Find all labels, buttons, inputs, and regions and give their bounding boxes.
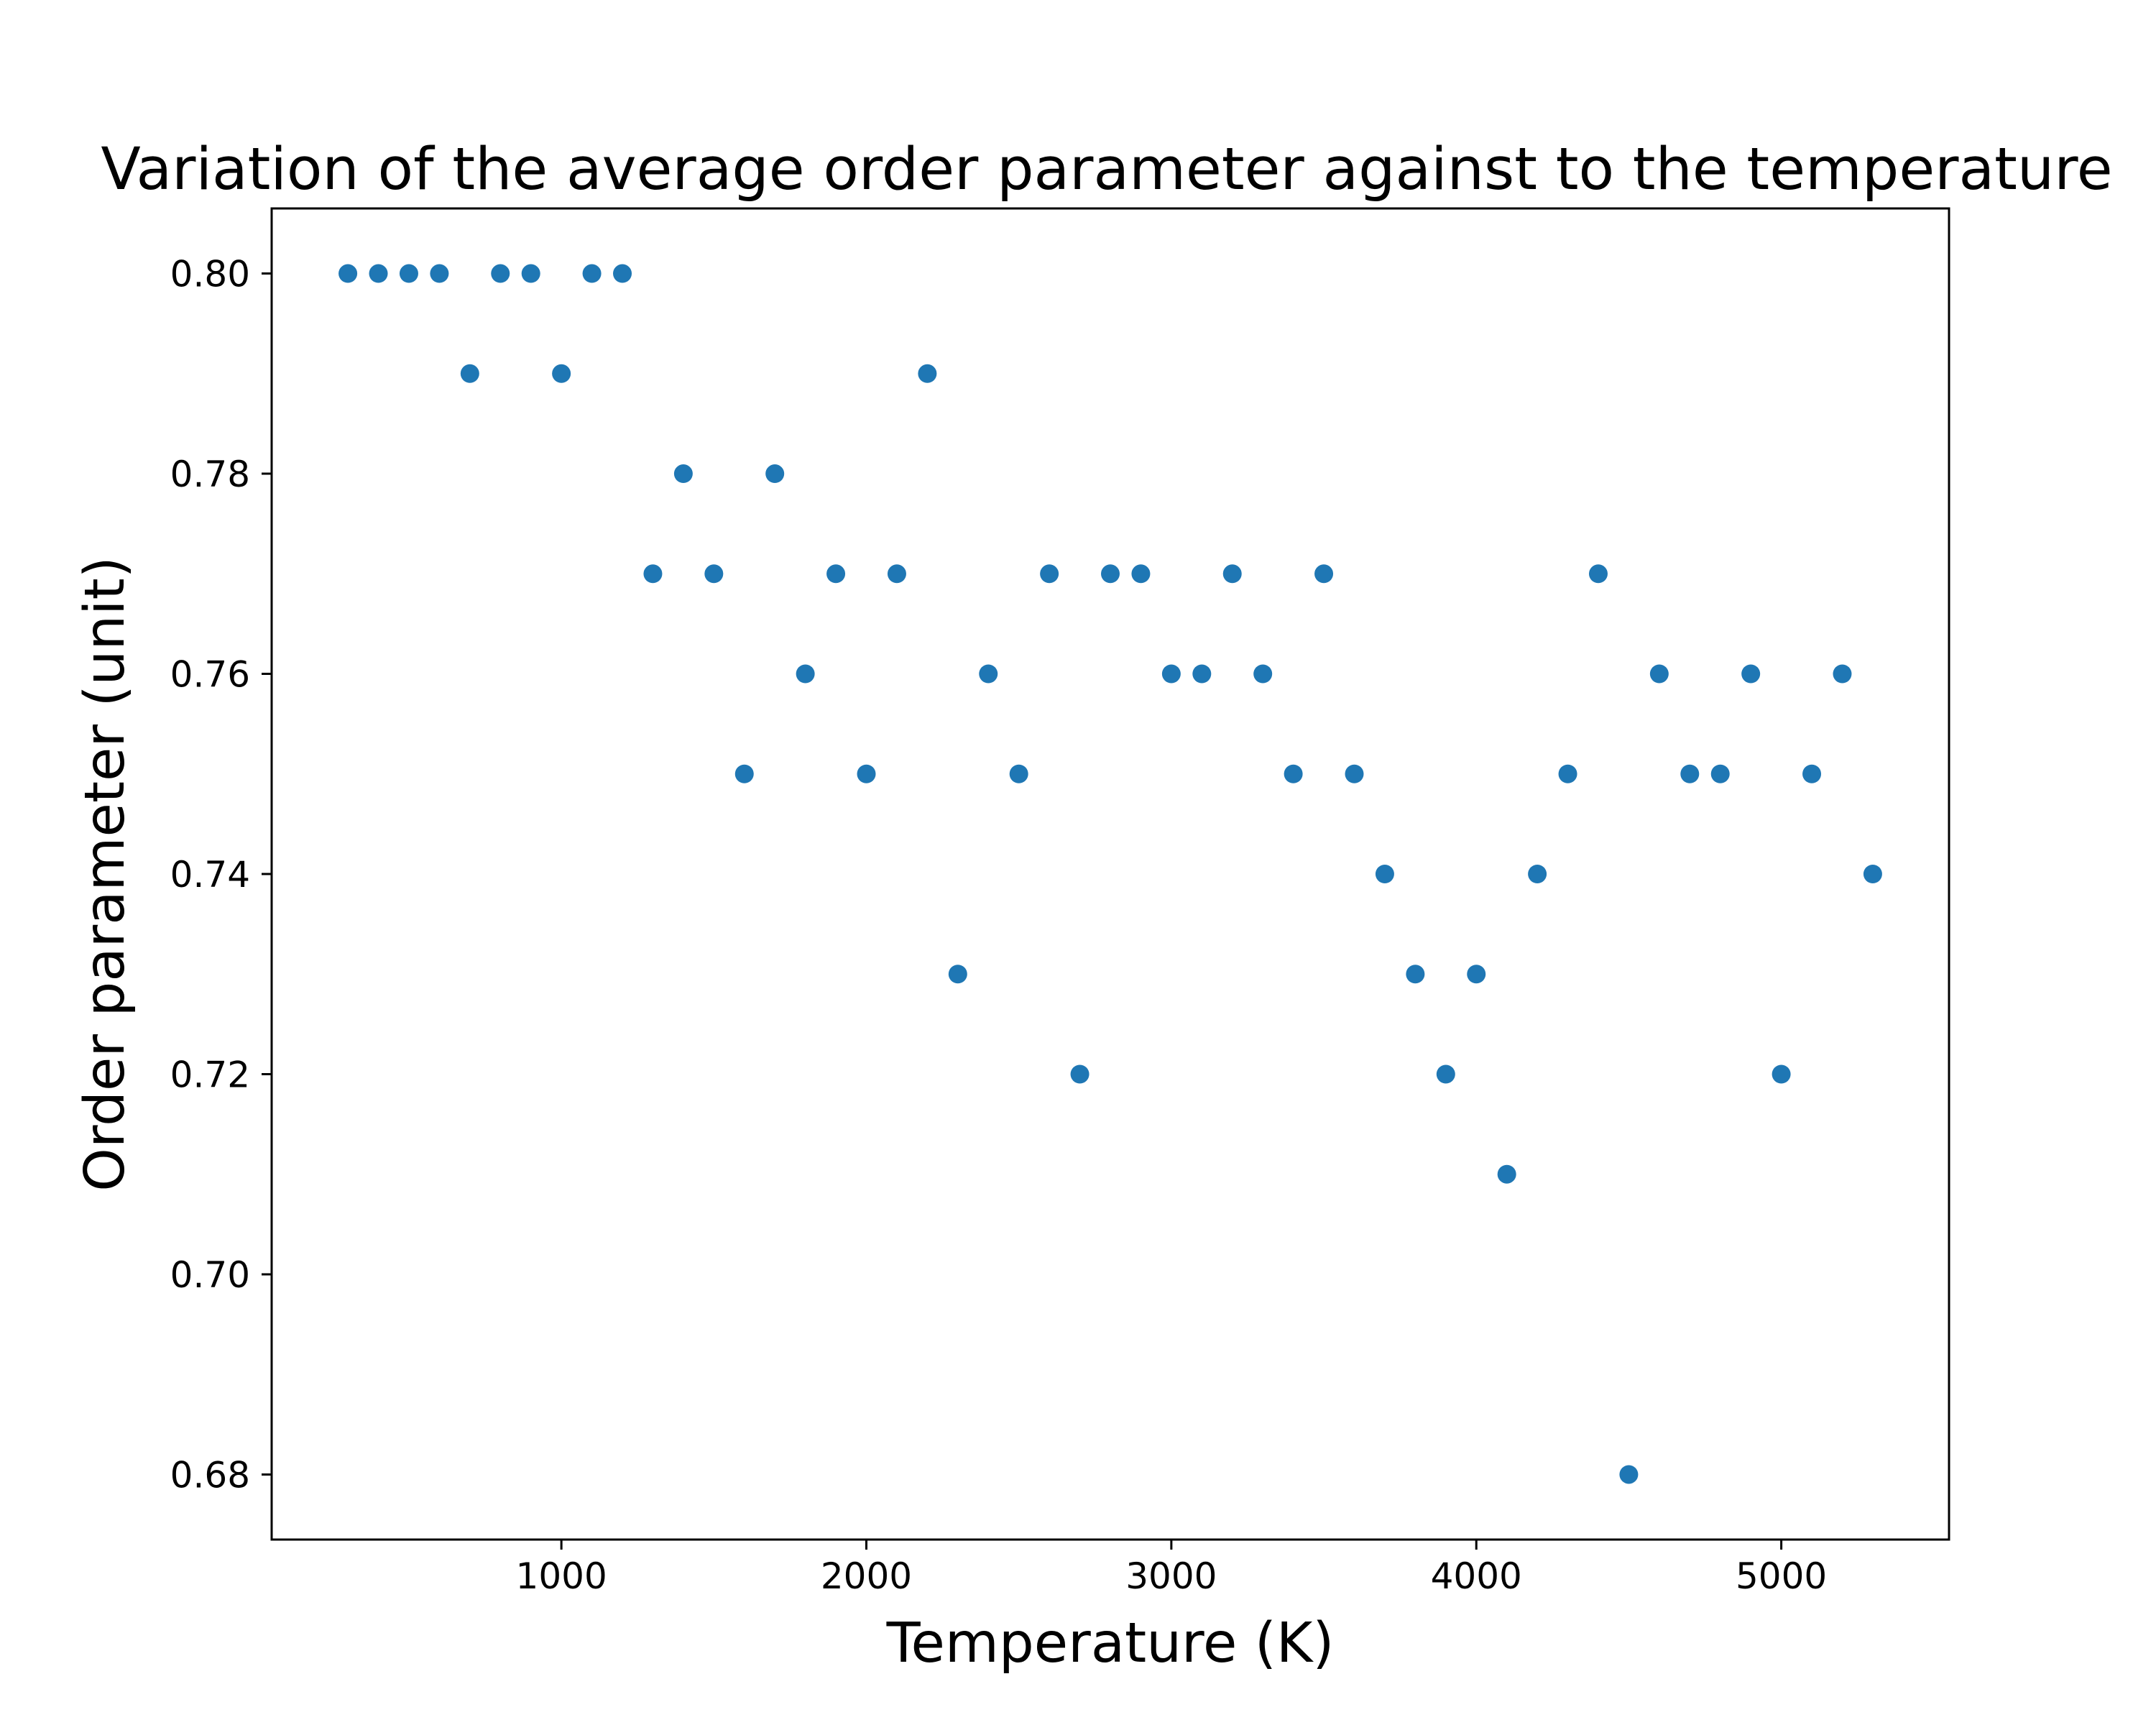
data-point [1680,764,1700,783]
data-point [1192,664,1212,684]
data-point [1131,564,1151,584]
data-point [1528,865,1547,883]
y-tick-label: 0.68 [170,1454,250,1496]
x-tick-label: 2000 [821,1555,912,1597]
y-axis-label: Order parameter (unit) [73,556,137,1192]
data-point [826,564,846,584]
data-point [1070,1064,1089,1084]
x-tick-label: 4000 [1431,1555,1522,1597]
data-point [1284,764,1303,783]
data-point [1588,564,1608,584]
x-axis-label: Temperature (K) [886,1611,1335,1675]
data-point [1222,564,1242,584]
data-point [1253,664,1273,684]
data-point [613,264,632,283]
data-point [1161,664,1181,684]
x-axis-ticks: 1000 2000 3000 4000 5000 [516,1540,1827,1597]
data-point [1802,764,1822,783]
data-point [399,264,418,283]
data-point [1619,1465,1639,1484]
data-point [582,264,602,283]
data-point [1101,564,1120,584]
y-axis-ticks: 0.68 0.70 0.72 0.74 0.76 0.78 0.80 [170,254,272,1496]
data-point [1558,764,1577,783]
data-point [552,364,571,383]
x-tick-label: 1000 [516,1555,607,1597]
data-point [765,464,785,484]
data-point [1406,965,1425,984]
data-point [1710,764,1730,783]
data-point [918,364,937,383]
data-point [948,965,967,984]
data-point [1345,764,1364,783]
data-point [1375,865,1394,883]
x-tick-label: 3000 [1125,1555,1217,1597]
data-point [1040,564,1059,584]
data-point [1314,564,1334,584]
data-point [1741,664,1761,684]
data-point [1863,865,1882,883]
data-point [338,264,358,283]
data-point [734,764,754,783]
data-point [673,464,693,484]
y-tick-label: 0.72 [170,1054,250,1095]
y-tick-label: 0.78 [170,454,250,495]
y-tick-label: 0.80 [170,254,250,295]
x-tick-label: 5000 [1736,1555,1827,1597]
y-tick-label: 0.74 [170,854,250,896]
data-point [460,364,479,383]
data-point [1497,1164,1516,1184]
y-tick-label: 0.76 [170,654,250,696]
data-point [1833,664,1852,684]
data-point [1649,664,1669,684]
data-points [338,264,1882,1484]
data-point [430,264,449,283]
data-point [704,564,724,584]
data-point [491,264,510,283]
data-point [796,664,815,684]
data-point [1009,764,1028,783]
data-point [1436,1064,1455,1084]
data-point [857,764,876,783]
data-point [521,264,540,283]
plot-frame [270,207,1950,1541]
y-tick-label: 0.70 [170,1254,250,1296]
data-point [979,664,998,684]
data-point [1772,1064,1791,1084]
data-point [369,264,388,283]
chart-title: Variation of the average order parameter… [101,136,2112,203]
data-point [1467,965,1486,984]
data-point [643,564,663,584]
data-point [887,564,906,584]
